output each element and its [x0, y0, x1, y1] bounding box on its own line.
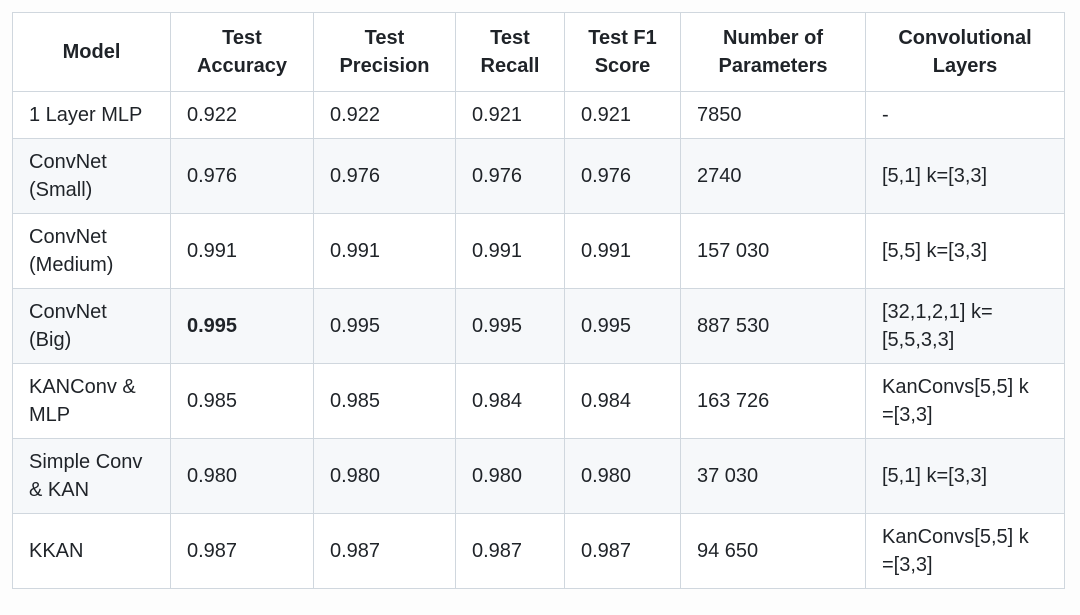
cell-model: ConvNet (Medium) — [12, 213, 171, 289]
column-header-model: Model — [12, 12, 171, 92]
cell-test-f1-score: 0.976 — [564, 138, 681, 214]
cell-test-accuracy: 0.991 — [170, 213, 314, 289]
cell-convolutional-layers: [32,1,2,1] k= [5,5,3,3] — [865, 288, 1065, 364]
cell-number-of-parameters: 157 030 — [680, 213, 866, 289]
cell-convolutional-layers: [5,1] k=[3,3] — [865, 138, 1065, 214]
cell-test-recall: 0.995 — [455, 288, 565, 364]
column-header-number-of-parameters: Number of Parameters — [680, 12, 866, 92]
table-row: 1 Layer MLP 0.922 0.922 0.921 0.921 7850- — [12, 91, 1065, 139]
cell-model: ConvNet (Small) — [12, 138, 171, 214]
cell-test-recall: 0.991 — [455, 213, 565, 289]
cell-test-f1-score: 0.991 — [564, 213, 681, 289]
cell-convolutional-layers: KanConvs[5,5] k =[3,3] — [865, 513, 1065, 589]
cell-test-accuracy: 0.995 — [170, 288, 314, 364]
cell-number-of-parameters: 2740 — [680, 138, 866, 214]
cell-model: ConvNet (Big) — [12, 288, 171, 364]
table-row: ConvNet (Medium) 0.991 0.991 0.991 0.991 157 … — [12, 213, 1065, 289]
cell-test-accuracy: 0.987 — [170, 513, 314, 589]
cell-test-accuracy: 0.980 — [170, 438, 314, 514]
cell-test-recall: 0.976 — [455, 138, 565, 214]
cell-test-recall: 0.921 — [455, 91, 565, 139]
cell-test-f1-score: 0.921 — [564, 91, 681, 139]
table-body: 1 Layer MLP 0.922 0.922 0.921 0.921 7850- Conv… — [12, 91, 1065, 589]
table-row: ConvNet (Big) 0.995 0.995 0.995 0.995 887 530… — [12, 288, 1065, 364]
cell-model: Simple Conv & KAN — [12, 438, 171, 514]
header-row: Model Test Accuracy Test Precision Test … — [12, 12, 1065, 92]
cell-number-of-parameters: 887 530 — [680, 288, 866, 364]
cell-number-of-parameters: 163 726 — [680, 363, 866, 439]
cell-model: KANConv & MLP — [12, 363, 171, 439]
cell-number-of-parameters: 94 650 — [680, 513, 866, 589]
cell-test-accuracy: 0.976 — [170, 138, 314, 214]
cell-test-accuracy: 0.985 — [170, 363, 314, 439]
cell-test-precision: 0.980 — [313, 438, 456, 514]
cell-test-f1-score: 0.987 — [564, 513, 681, 589]
cell-convolutional-layers: [5,1] k=[3,3] — [865, 438, 1065, 514]
cell-convolutional-layers: [5,5] k=[3,3] — [865, 213, 1065, 289]
cell-test-precision: 0.976 — [313, 138, 456, 214]
cell-test-recall: 0.984 — [455, 363, 565, 439]
cell-convolutional-layers: - — [865, 91, 1065, 139]
cell-test-f1-score: 0.995 — [564, 288, 681, 364]
cell-test-precision: 0.991 — [313, 213, 456, 289]
table-row: KANConv & MLP 0.985 0.985 0.984 0.984 163 726… — [12, 363, 1065, 439]
cell-model: 1 Layer MLP — [12, 91, 171, 139]
cell-test-accuracy: 0.922 — [170, 91, 314, 139]
cell-test-f1-score: 0.984 — [564, 363, 681, 439]
cell-test-recall: 0.987 — [455, 513, 565, 589]
cell-test-precision: 0.995 — [313, 288, 456, 364]
column-header-test-recall: Test Recall — [455, 12, 565, 92]
cell-number-of-parameters: 37 030 — [680, 438, 866, 514]
table-row: Simple Conv & KAN 0.980 0.980 0.980 0.980 37 … — [12, 438, 1065, 514]
model-results-table: Model Test Accuracy Test Precision Test … — [12, 12, 1065, 589]
cell-test-recall: 0.980 — [455, 438, 565, 514]
column-header-test-f1-score: Test F1 Score — [564, 12, 681, 92]
cell-number-of-parameters: 7850 — [680, 91, 866, 139]
cell-test-precision: 0.987 — [313, 513, 456, 589]
cell-test-f1-score: 0.980 — [564, 438, 681, 514]
cell-test-precision: 0.985 — [313, 363, 456, 439]
table-row: KKAN 0.987 0.987 0.987 0.987 94 650 KanConvs[5… — [12, 513, 1065, 589]
column-header-test-accuracy: Test Accuracy — [170, 12, 314, 92]
cell-test-precision: 0.922 — [313, 91, 456, 139]
column-header-test-precision: Test Precision — [313, 12, 456, 92]
table-row: ConvNet (Small) 0.976 0.976 0.976 0.976 2740[… — [12, 138, 1065, 214]
cell-convolutional-layers: KanConvs[5,5] k =[3,3] — [865, 363, 1065, 439]
column-header-convolutional-layers: Convolutional Layers — [865, 12, 1065, 92]
cell-model: KKAN — [12, 513, 171, 589]
